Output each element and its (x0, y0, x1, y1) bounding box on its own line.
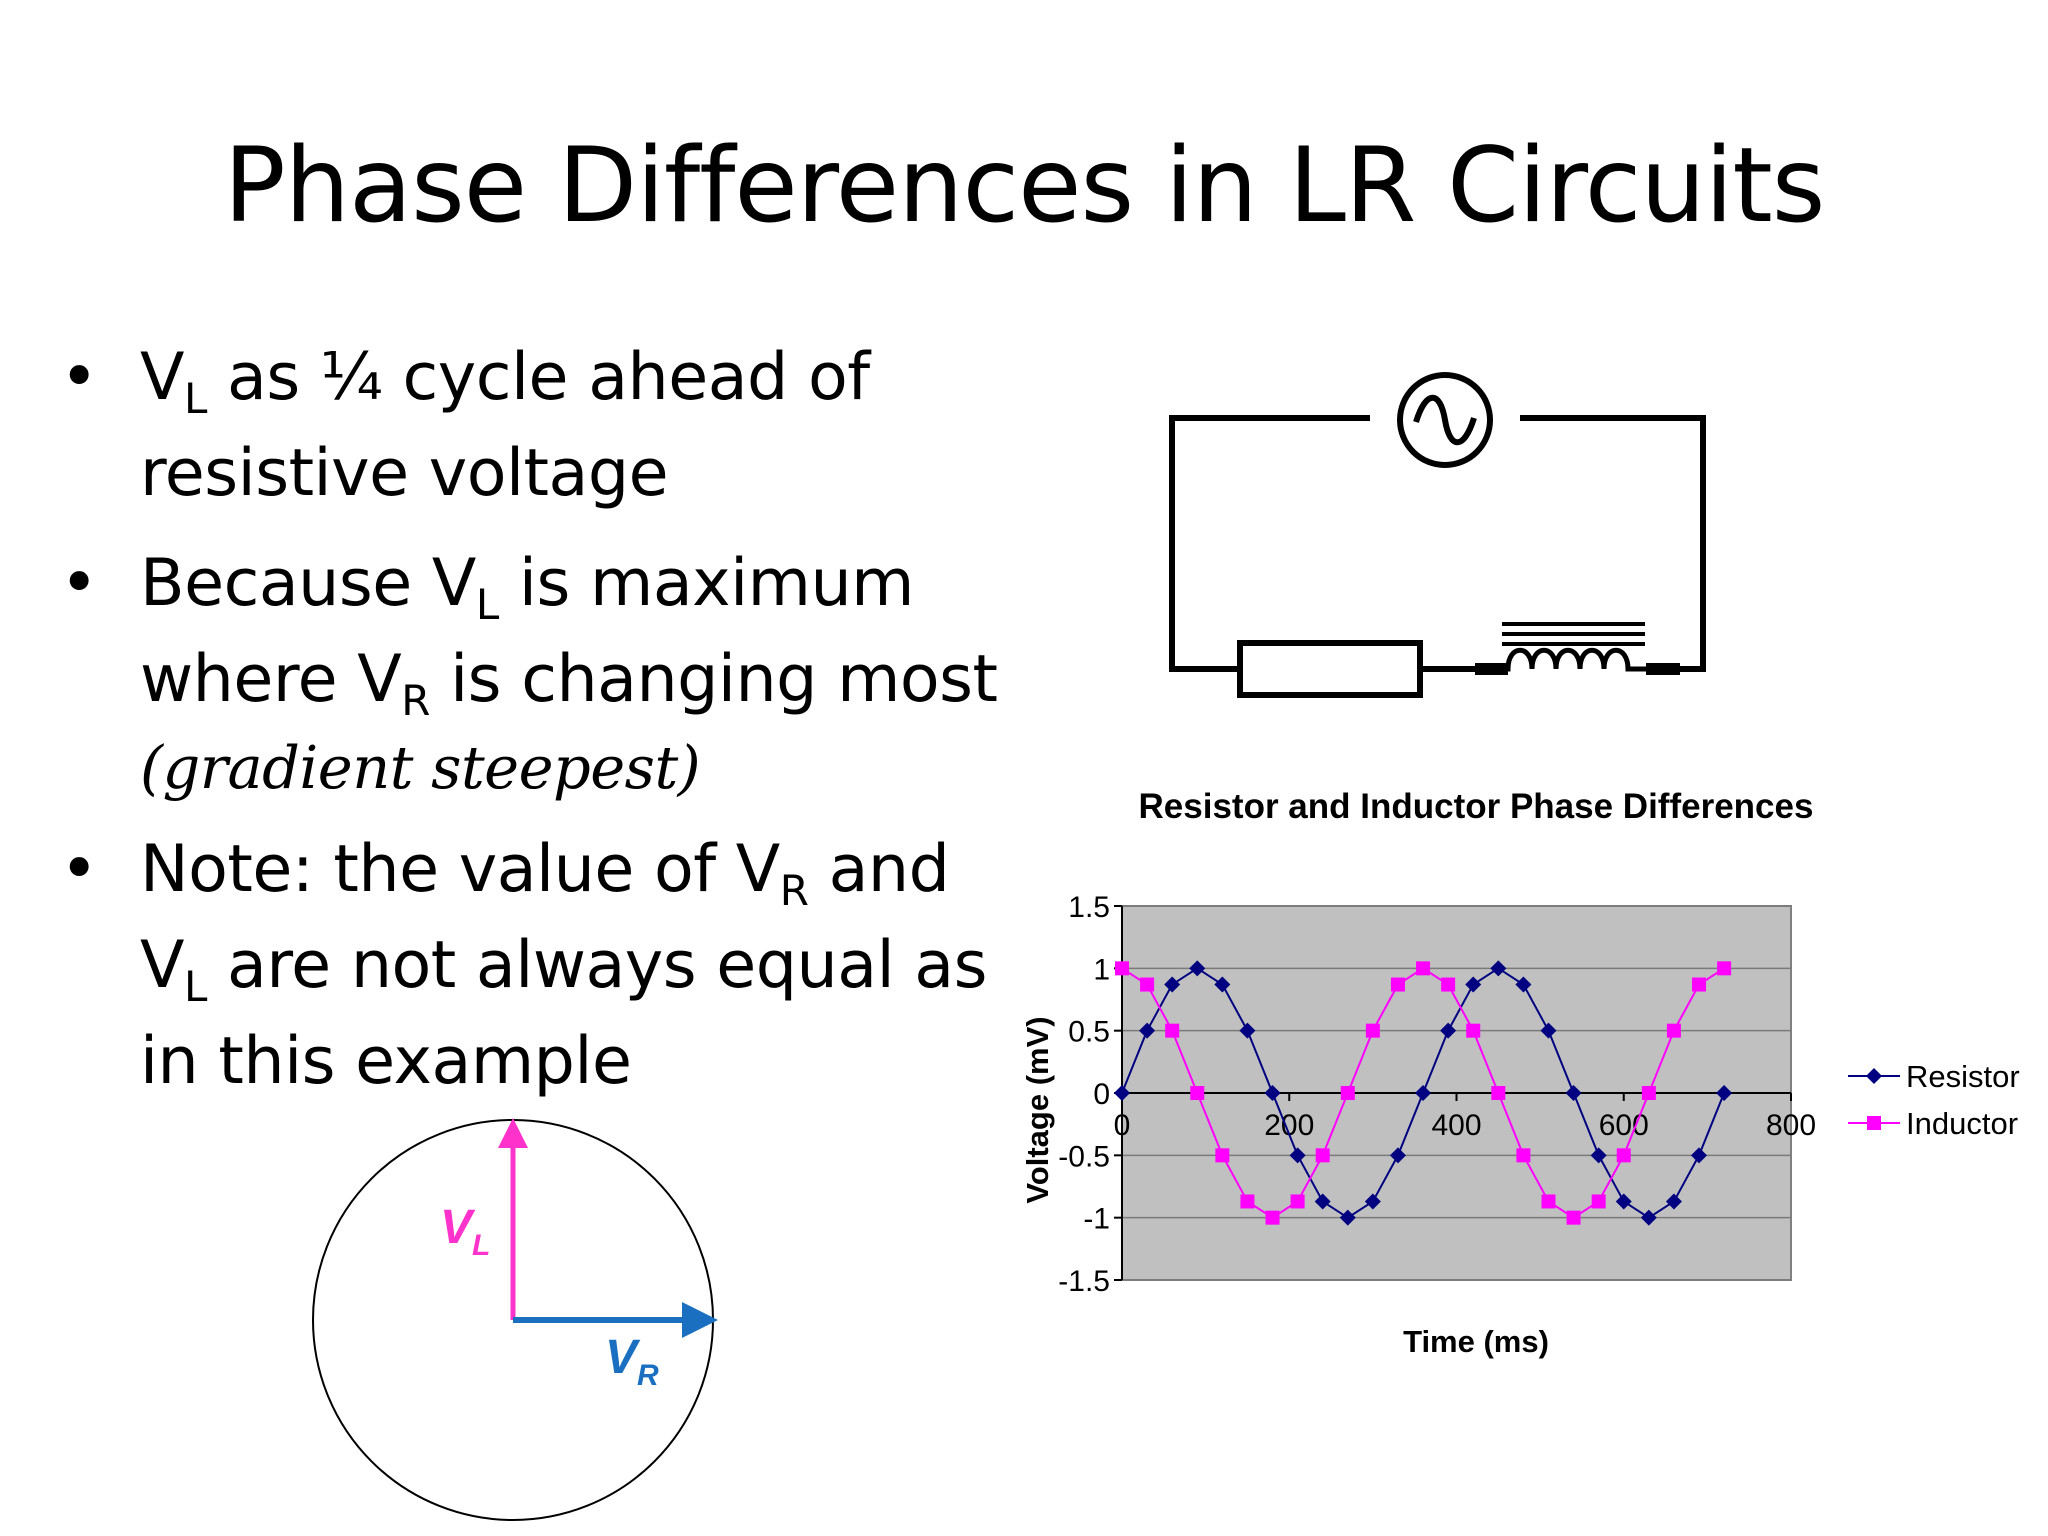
circuit-wire (1169, 415, 1370, 672)
data-point-resistor (1389, 1147, 1406, 1164)
sine-wave-icon (1413, 394, 1477, 446)
ac-source-icon (1397, 372, 1493, 468)
data-point-inductor (1491, 1086, 1506, 1100)
lr-circuit-diagram (1169, 372, 1706, 698)
data-point-resistor (1540, 1022, 1557, 1039)
y-axis-label: Voltage (mV) (1020, 1016, 1055, 1203)
resistor-icon (1237, 640, 1423, 698)
bullet-dot: • (60, 546, 98, 621)
bullet-text: is maximum where V (140, 546, 915, 717)
bullet-subscript: R (779, 866, 809, 915)
vl-label: VL (440, 1201, 490, 1262)
bullet-subscript: L (183, 374, 207, 423)
y-tick-label: -1 (1083, 1203, 1110, 1236)
bullet-text: is changing most (429, 642, 998, 717)
phasor-diagram: VL VR (312, 1118, 718, 1521)
data-point-resistor (1465, 976, 1482, 993)
data-point-resistor (1590, 1147, 1607, 1164)
bullet-dot: • (60, 340, 98, 415)
data-point-resistor (1415, 1085, 1432, 1101)
data-point-resistor (1640, 1209, 1657, 1226)
bullet-item: • VL as ¼ cycle ahead of resistive volta… (60, 330, 1020, 522)
y-tick-label: 1 (1093, 953, 1110, 986)
data-point-inductor (1390, 977, 1405, 992)
vr-label: VR (605, 1331, 659, 1392)
data-point-inductor (1541, 1194, 1556, 1209)
data-point-inductor (1165, 1023, 1180, 1038)
data-point-inductor (1516, 1148, 1531, 1163)
data-point-inductor (1591, 1194, 1606, 1209)
y-tick-label: 0 (1093, 1078, 1110, 1111)
data-point-inductor (1641, 1086, 1656, 1100)
data-point-resistor (1189, 960, 1206, 977)
legend-marker (1867, 1116, 1881, 1130)
x-tick-label: 400 (1431, 1109, 1481, 1142)
data-point-inductor (1265, 1210, 1280, 1225)
data-point-resistor (1264, 1085, 1281, 1101)
data-point-inductor (1666, 1023, 1681, 1038)
data-point-inductor (1240, 1194, 1255, 1209)
bullet-subscript: R (401, 676, 430, 725)
data-point-resistor (1490, 960, 1507, 977)
data-point-resistor (1164, 976, 1181, 993)
data-point-resistor (1565, 1085, 1582, 1101)
data-point-resistor (1440, 1022, 1457, 1039)
bullet-text: and V (140, 832, 950, 1003)
legend-label: Inductor (1906, 1106, 2018, 1141)
data-point-resistor (1665, 1193, 1682, 1210)
data-point-inductor (1215, 1148, 1230, 1163)
bullet-subscript: L (183, 962, 207, 1011)
y-tick-label: 1.5 (1068, 891, 1110, 924)
inductor-icon (1475, 622, 1680, 675)
y-tick-label: -1.5 (1058, 1265, 1110, 1298)
data-point-inductor (1692, 977, 1707, 992)
data-point-inductor (1290, 1194, 1305, 1209)
data-point-resistor (1364, 1193, 1381, 1210)
data-point-inductor (1115, 961, 1129, 976)
y-tick-label: -0.5 (1058, 1140, 1110, 1173)
slide-title: Phase Differences in LR Circuits (223, 126, 1826, 246)
data-point-inductor (1441, 977, 1456, 992)
data-point-resistor (1289, 1147, 1306, 1164)
bullet-text: V (140, 340, 184, 415)
y-tick-label: 0.5 (1068, 1016, 1110, 1049)
chart-title: Resistor and Inductor Phase Differences (1139, 787, 1814, 826)
bullet-text: as ¼ cycle ahead of resistive voltage (140, 340, 870, 511)
data-point-inductor (1365, 1023, 1380, 1038)
x-tick-label: 800 (1766, 1109, 1816, 1142)
circuit-wire (1520, 415, 1706, 672)
bullet-subscript: L (475, 580, 499, 629)
legend-marker (1866, 1068, 1882, 1084)
data-point-inductor (1717, 961, 1732, 976)
data-point-inductor (1616, 1148, 1631, 1163)
data-point-resistor (1114, 1085, 1130, 1101)
data-point-resistor (1691, 1147, 1708, 1164)
bullet-text: are not always equal as in this example (140, 928, 988, 1099)
data-point-resistor (1214, 976, 1231, 993)
data-point-resistor (1615, 1193, 1632, 1210)
data-point-inductor (1190, 1086, 1205, 1100)
data-point-inductor (1140, 977, 1155, 992)
data-point-inductor (1315, 1148, 1330, 1163)
bullet-item: • Note: the value of VR and VL are not a… (60, 822, 1020, 1110)
x-tick-label: 0 (1114, 1109, 1131, 1142)
data-point-resistor (1716, 1085, 1733, 1101)
bullet-item: • Because VL is maximum where VR is chan… (60, 536, 1020, 808)
data-point-inductor (1416, 961, 1431, 976)
legend-label: Resistor (1906, 1059, 2020, 1094)
data-point-inductor (1466, 1023, 1481, 1038)
bullet-text: Because V (140, 546, 476, 621)
bullet-list: • VL as ¼ cycle ahead of resistive volta… (60, 330, 1020, 1110)
bullet-text: Note: the value of V (140, 832, 780, 907)
data-point-resistor (1314, 1193, 1331, 1210)
x-axis-label: Time (ms) (1403, 1324, 1549, 1359)
bullet-italic-note: (gradient steepest) (140, 733, 701, 802)
data-point-resistor (1339, 1209, 1356, 1226)
data-point-inductor (1340, 1086, 1355, 1100)
phase-chart: Resistor and Inductor Phase Differences … (1020, 787, 2020, 1359)
bullet-dot: • (60, 832, 98, 907)
data-point-inductor (1566, 1210, 1581, 1225)
data-point-resistor (1515, 976, 1532, 993)
